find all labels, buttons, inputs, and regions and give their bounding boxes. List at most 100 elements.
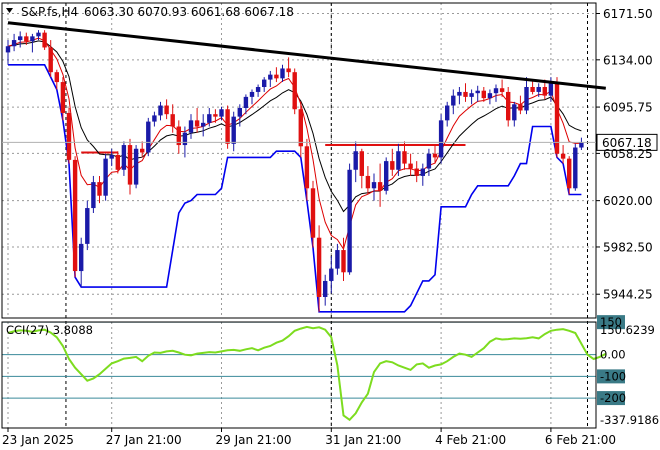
session-separators [65,3,588,428]
candle-body [487,93,493,99]
candle-body [152,115,157,122]
candle-body [24,36,29,42]
candle-body [176,126,181,146]
candle-body [85,208,90,244]
candle-body [268,74,273,80]
candle-body [463,91,468,97]
candle-body [72,159,78,272]
candle-body [146,121,151,153]
candle-body [36,32,41,37]
candle-body [243,96,249,108]
candle-body [286,68,291,73]
cci-line [7,325,607,422]
time-axis: 23 Jan 2025 27 Jan 21:00 29 Jan 21:00 31 Ja… [2,428,616,447]
current-price-tag [596,133,658,151]
candle-body [292,72,297,110]
candle-body [304,146,310,189]
candle-body [347,169,352,273]
candle-body [237,108,242,117]
candle-body [573,147,578,189]
candle-body [280,68,285,79]
candle-body [5,46,11,53]
candle-body [164,105,169,115]
candle-body [530,87,535,92]
candle-body [567,158,572,189]
candle-body [231,116,236,144]
candle-body [438,120,444,158]
candle-body [188,120,194,133]
resistance-trendline [7,21,606,90]
cci-level-label: -200 [600,391,626,405]
cci-level-label: -100 [600,369,626,383]
time-tick-label: 27 Jan 21:00 [106,433,182,447]
candle-body [249,91,255,97]
candle-body [554,82,560,154]
candle-body [481,90,486,99]
candle-body [524,87,529,111]
price-tick-label: 6134.00 [603,53,653,67]
trendline [7,21,606,90]
candles [5,30,584,312]
candle-body [182,132,188,146]
candle-body [66,112,72,160]
candle-body [341,250,346,273]
cci-panel-frame [1,321,597,429]
candle-body [353,151,358,170]
cci-level-label: 0.00 [600,348,626,362]
candle-body [225,109,230,144]
candle-body [432,153,438,158]
candle-body [396,151,401,170]
candle-body [274,74,279,79]
candle-body [48,47,53,73]
candle-body [384,161,389,191]
candle-body [298,109,303,147]
candle-body [518,104,523,111]
candle-body [512,104,517,121]
candle-body [420,168,425,176]
candle-body [329,268,334,281]
candle-body [542,87,547,96]
candle-body [414,168,419,176]
candle-body [548,82,554,96]
candle-body [79,243,84,272]
candle-body [42,32,47,48]
cci-axis: 150 0.00 -100 -200 [597,315,626,406]
main-panel-frame [1,2,597,319]
candle-body [170,114,175,127]
candle-body [451,95,456,106]
candle-body [493,88,499,94]
candle-body [115,154,120,170]
current-price-label: 6067.18 [602,136,652,150]
candle-body [158,105,163,116]
candle-body [11,40,17,47]
candle-body [219,109,224,117]
price-tick-label: 6171.50 [603,7,653,21]
candle-body [91,182,96,209]
candle-body [390,161,395,170]
time-tick-label: 23 Jan 2025 [2,433,74,447]
candle-body [127,145,133,185]
candle-body [579,142,584,148]
candle-body [426,153,432,169]
price-tick-label: 5944.25 [603,288,653,302]
candle-body [201,122,206,127]
price-tick-label: 6020.00 [603,194,653,208]
time-tick-label: 29 Jan 21:00 [216,433,292,447]
cci-level-tag [597,315,625,330]
candle-body [408,163,413,169]
channel-band [8,64,582,313]
candle-body [499,88,505,92]
cci-level-tag [597,369,625,384]
cci-series [7,325,607,422]
candle-body [536,87,541,92]
candle-body [371,182,377,189]
cci-level-tag [597,391,625,406]
candle-body [365,175,371,189]
panel-frames [1,2,597,429]
candle-body [97,182,102,196]
time-tick-label: 31 Jan 21:00 [325,433,401,447]
symbol-label: S&P.fs,H4 [21,5,78,19]
price-tick-label: 6058.25 [603,147,653,161]
